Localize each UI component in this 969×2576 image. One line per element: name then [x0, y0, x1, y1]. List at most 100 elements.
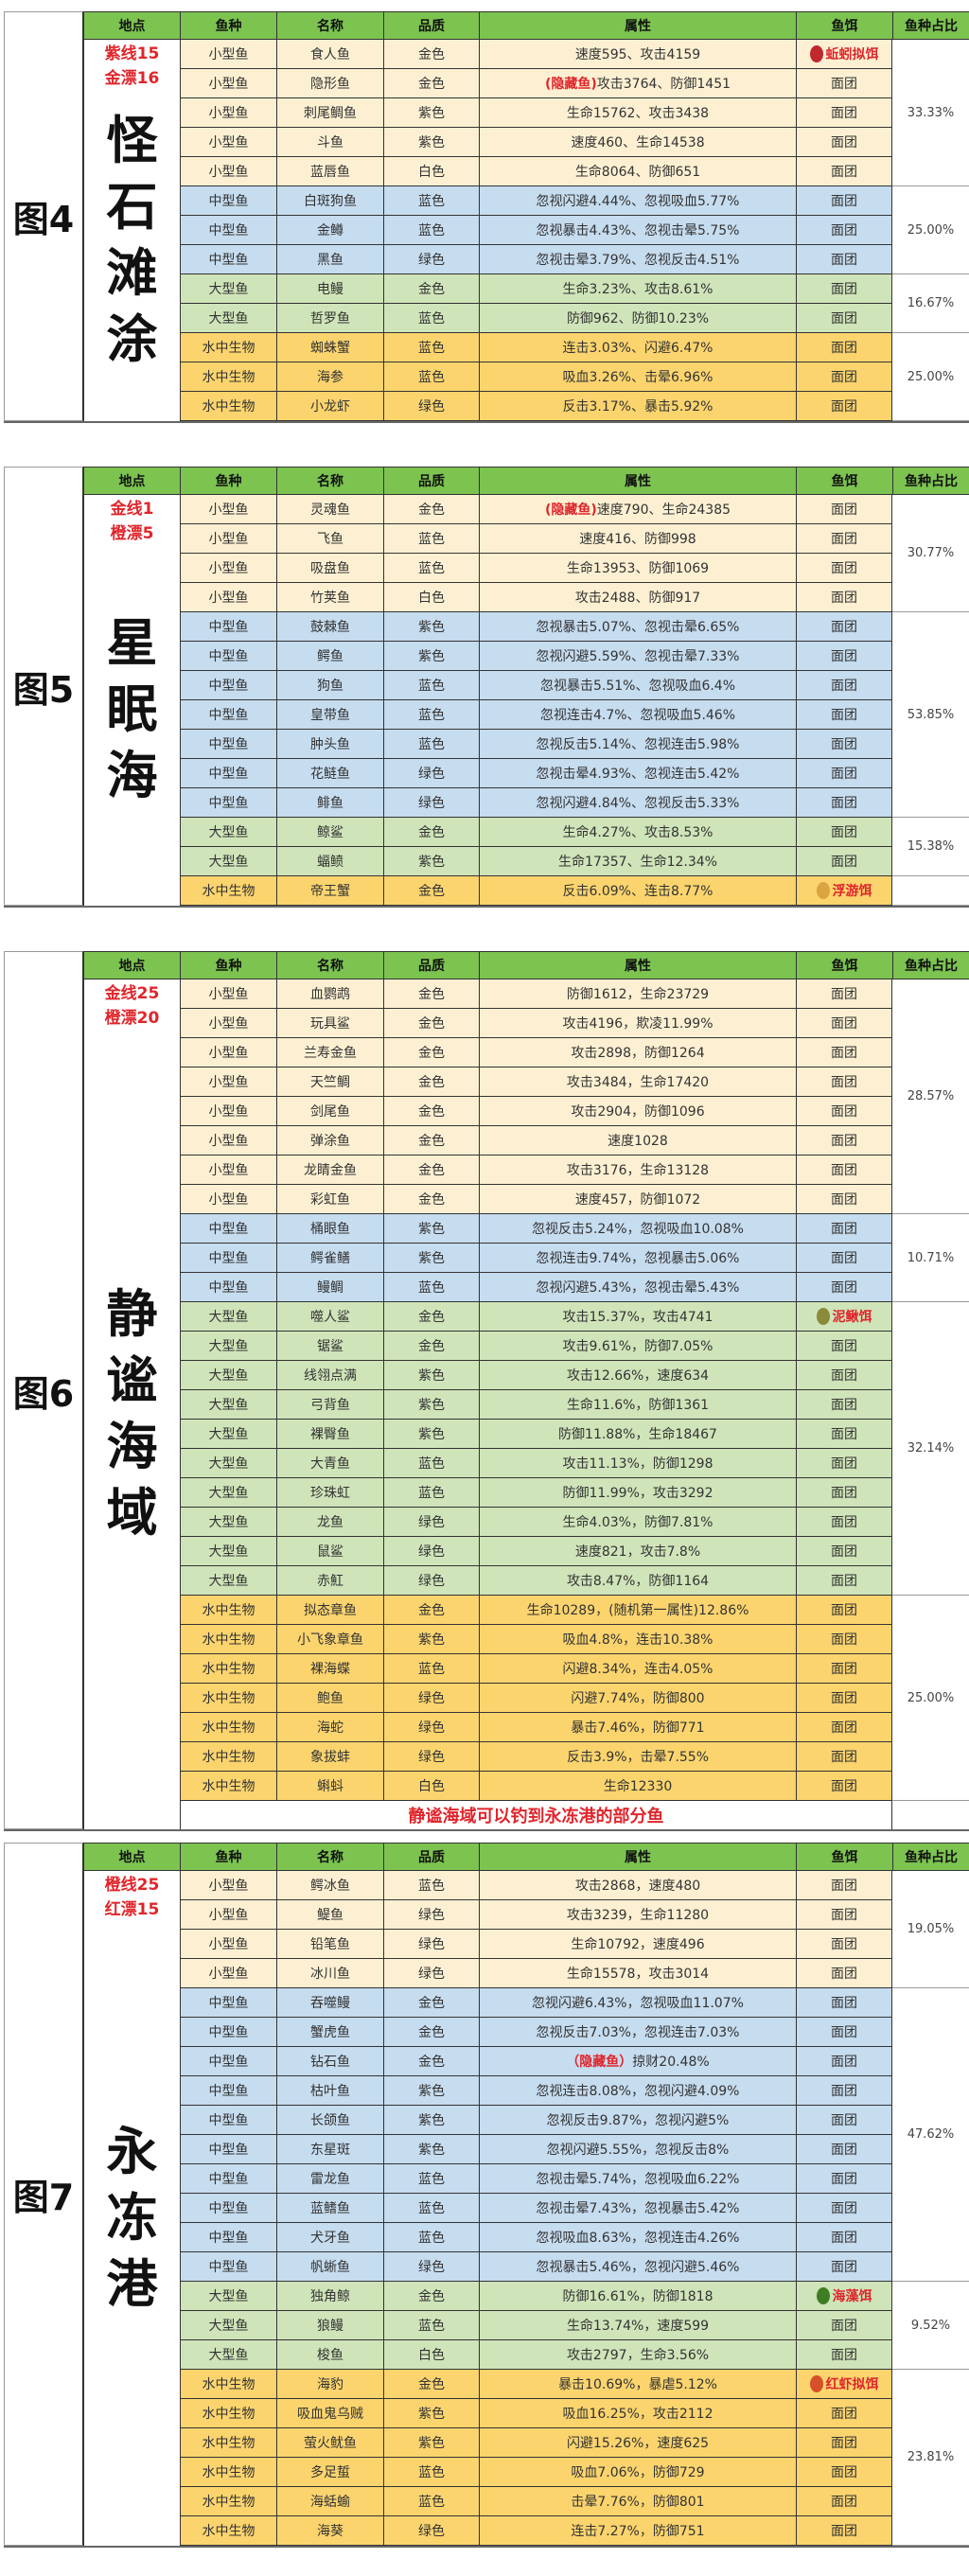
fish-attributes: 防御16.61%，防御1818 [479, 2282, 796, 2310]
attribute-text: 忽视闪避4.84%、忽视反击5.33% [536, 796, 740, 811]
bait-name: 面团 [831, 1134, 857, 1149]
fish-rows: 小型鱼 灵魂鱼 金色 (隐藏鱼) 速度790、生命24385 面团 小型鱼 飞鱼 蓝色 速度416… [180, 495, 892, 906]
bait-name: 面团 [831, 1574, 857, 1589]
fish-type: 小型鱼 [180, 157, 276, 185]
fish-attributes: 吸血3.26%、击晕6.96% [479, 362, 796, 391]
fish-attributes: 忽视反击9.87%，忽视闪避5% [479, 2106, 796, 2134]
bait-cell: 面团 [796, 554, 892, 582]
bait-cell: 面团 [796, 304, 892, 332]
fish-quality: 蓝色 [383, 1273, 479, 1301]
bait-name: 面团 [831, 1967, 857, 1982]
figure-label: 图5 [4, 467, 83, 906]
attribute-text: 忽视反击9.87%，忽视闪避5% [546, 2113, 730, 2128]
fish-attributes: 攻击12.66%，速度634 [479, 1361, 796, 1389]
fish-quality: 绿色 [383, 245, 479, 273]
fish-type: 小型鱼 [180, 583, 276, 611]
fish-attributes: 忽视暴击5.51%、忽视吸血6.4% [479, 671, 796, 699]
fish-name: 哲罗鱼 [276, 304, 383, 332]
attribute-text: 忽视闪避5.59%、忽视击晕7.33% [536, 649, 740, 664]
bait-special: 红虾拟饵 [825, 2377, 879, 2392]
bait-cell: 面团 [796, 362, 892, 391]
place-cell: 金线1 橙漂5 星眠海 [83, 495, 180, 906]
table-header-row: 地点 鱼种 名称 品质 属性 鱼饵 鱼种占比 [83, 1843, 969, 1871]
fish-quality: 蓝色 [383, 186, 479, 215]
fish-type: 小型鱼 [180, 1185, 276, 1213]
bait-cell: 面团 [796, 69, 892, 97]
bait-name: 面团 [831, 1720, 857, 1736]
bait-name: 面团 [831, 1750, 857, 1765]
fish-quality: 金色 [383, 1097, 479, 1125]
column-header: 地点 [83, 12, 180, 39]
fish-attributes: 攻击8.47%，防御1164 [479, 1566, 796, 1595]
bait-cell: 面团 [796, 2076, 892, 2105]
fish-quality: 蓝色 [383, 333, 479, 362]
fish-type: 大型鱼 [180, 304, 276, 332]
fish-attributes: 连击3.03%、闪避6.47% [479, 333, 796, 362]
bait-cell: 面团 [796, 2164, 892, 2193]
fish-attributes: 忽视反击7.03%，忽视连击7.03% [479, 2018, 796, 2046]
fish-attributes: 吸血16.25%，攻击2112 [479, 2399, 796, 2427]
fish-attributes: 攻击2898，防御1264 [479, 1038, 796, 1067]
fish-attributes: 攻击15.37%，攻击4741 [479, 1302, 796, 1331]
fish-attributes: 生命10289，(随机第一属性)12.86% [479, 1596, 796, 1624]
fish-attributes: 生命11.6%，防御1361 [479, 1390, 796, 1419]
bait-name: 面团 [831, 399, 857, 415]
bait-cell: 面团 [796, 788, 892, 817]
attribute-text: 速度595、攻击4159 [574, 47, 701, 62]
fish-attributes: 生命10792，速度496 [479, 1930, 796, 1958]
column-header: 名称 [276, 952, 383, 979]
attribute-text: 攻击12.66%，速度634 [566, 1368, 710, 1384]
fish-row: 水中生物 海豹 金色 暴击10.69%，暴虐5.12% 红虾拟饵 [180, 2370, 892, 2399]
fish-attributes: 连击7.27%，防御751 [479, 2516, 796, 2545]
fish-quality: 金色 [383, 40, 479, 68]
fish-type: 中型鱼 [180, 1273, 276, 1301]
bait-special: 泥鳅饵 [832, 1310, 872, 1325]
fish-name: 吸盘鱼 [276, 554, 383, 582]
fish-row: 小型鱼 剑尾鱼 金色 攻击2904，防御1096 面团 [180, 1097, 892, 1126]
fish-name: 钻石鱼 [276, 2047, 383, 2075]
attribute-text: 生命15762、攻击3438 [566, 106, 710, 121]
fish-table-section: 图5 地点 鱼种 名称 品质 属性 鱼饵 鱼种占比 金线1 橙漂5 星眠海 小型鱼 灵魂鱼 金色 (隐藏鱼)… [0, 467, 969, 908]
fish-attributes: 生命17357、生命12.34% [479, 847, 796, 875]
fish-name: 海蛞蝓 [276, 2487, 383, 2515]
fish-row: 大型鱼 线翎点满 紫色 攻击12.66%，速度634 面团 [180, 1361, 892, 1390]
attribute-text: 防御1612，生命23729 [566, 987, 710, 1002]
bait-name: 面团 [831, 1662, 857, 1677]
bait-cell: 面团 [796, 1930, 892, 1958]
fish-type: 水中生物 [180, 2399, 276, 2427]
bait-cell: 面团 [796, 1566, 892, 1595]
fish-row: 水中生物 萤火鱿鱼 紫色 闪避15.26%，速度625 面团 [180, 2428, 892, 2458]
attribute-text: 反击6.09%、连击8.77% [562, 884, 714, 899]
fish-attributes: 忽视连击9.74%，忽视暴击5.06% [479, 1244, 796, 1272]
species-ratio: 25.00% [892, 333, 969, 421]
fish-row: 小型鱼 斗鱼 紫色 速度460、生命14538 面团 [180, 128, 892, 157]
bait-cell: 面团 [796, 583, 892, 611]
fish-row: 大型鱼 大青鱼 蓝色 攻击11.13%，防御1298 面团 [180, 1449, 892, 1478]
fish-name: 鳄雀鳝 [276, 1244, 383, 1272]
fish-name: 蓝唇鱼 [276, 157, 383, 185]
figure-label: 图6 [4, 951, 83, 1829]
attribute-text: 生命13953、防御1069 [566, 561, 710, 576]
column-header: 鱼饵 [796, 468, 892, 494]
bait-cell: 面团 [796, 847, 892, 875]
fish-attributes: 吸血4.8%，连击10.38% [479, 1625, 796, 1653]
fish-quality: 金色 [383, 69, 479, 97]
fish-quality: 蓝色 [383, 1871, 479, 1899]
fish-quality: 金色 [383, 1038, 479, 1067]
fish-name: 吞噬鳗 [276, 1988, 383, 2017]
fish-name: 海参 [276, 362, 383, 391]
bait-name: 面团 [831, 341, 857, 356]
bait-name: 面团 [831, 2319, 857, 2334]
fish-quality: 金色 [383, 2370, 479, 2398]
bait-cell: 海藻饵 [796, 2282, 892, 2310]
fish-type: 大型鱼 [180, 1390, 276, 1419]
attribute-text: 生命17357、生命12.34% [558, 855, 717, 870]
bait-name: 面团 [831, 2495, 857, 2510]
fish-type: 水中生物 [180, 2428, 276, 2457]
bait-name: 面团 [831, 370, 857, 385]
attribute-text: 生命11.6%，防御1361 [566, 1398, 710, 1413]
fish-quality: 白色 [383, 157, 479, 185]
fish-type: 大型鱼 [180, 1302, 276, 1331]
fish-type: 大型鱼 [180, 1449, 276, 1477]
fish-type: 水中生物 [180, 1654, 276, 1683]
